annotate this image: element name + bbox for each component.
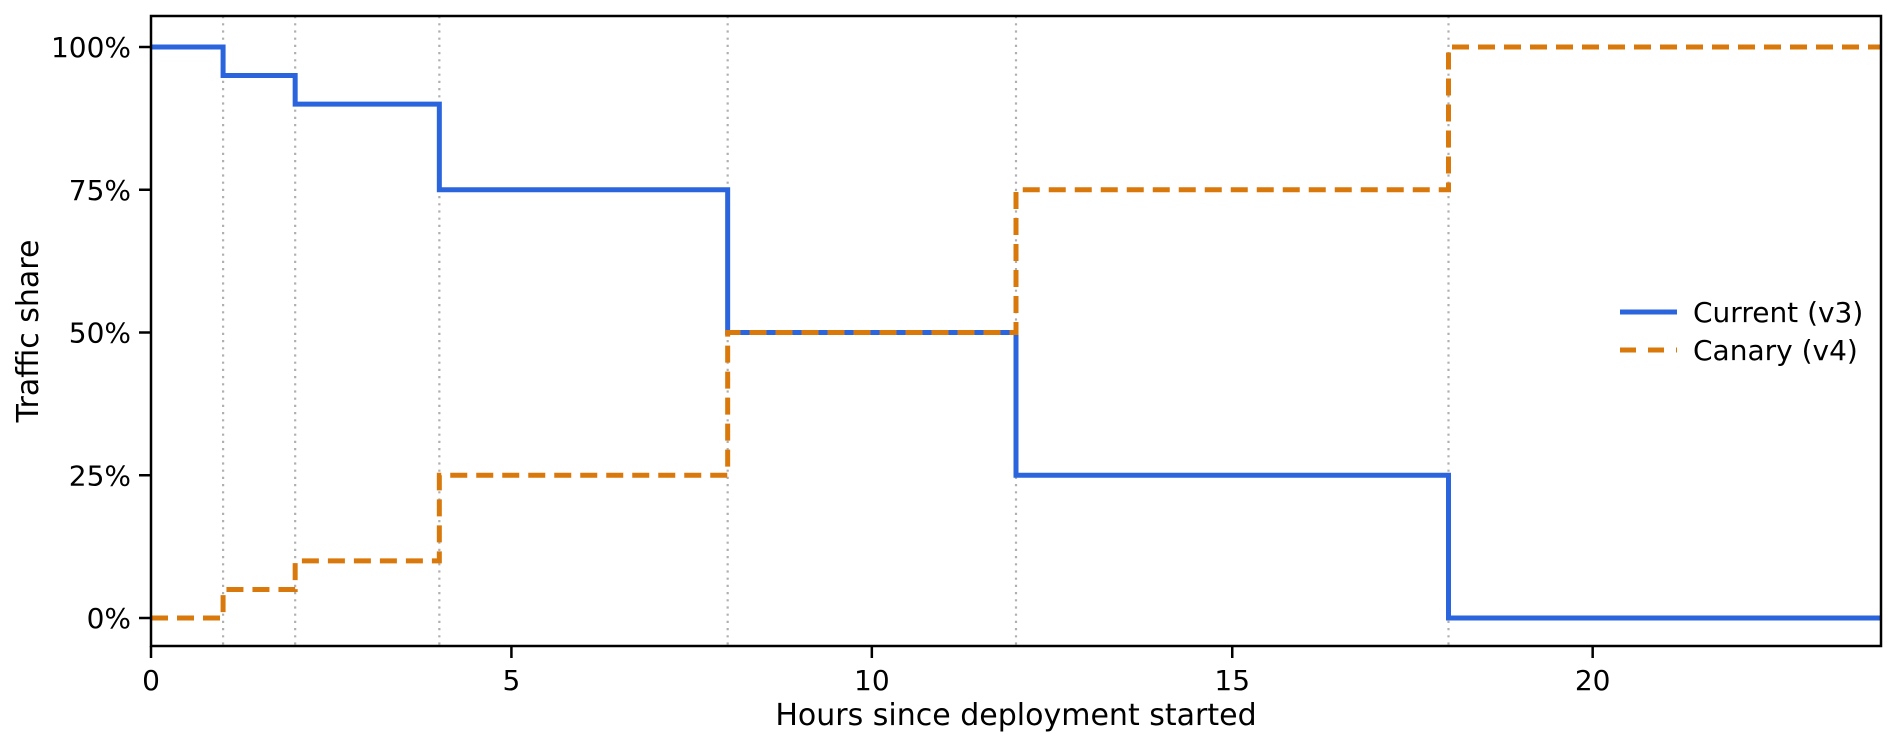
y-tick-label-75: 75%: [69, 174, 131, 207]
series-line-current-v3: [151, 44, 1881, 621]
x-tick-label-15: 15: [1214, 664, 1250, 697]
legend: Current (v3) Canary (v4): [1620, 296, 1863, 367]
legend-label-current-v3: Current (v3): [1693, 296, 1863, 329]
y-axis-ticks-group: 0% 25% 50% 75% 100%: [51, 31, 151, 635]
y-tick-label-0: 0%: [87, 602, 131, 635]
series-line-canary-v4: [151, 44, 1881, 621]
x-axis-ticks-group: 0 5 10 15 20: [142, 646, 1610, 697]
plot-frame: [149, 14, 1883, 648]
legend-label-canary-v4: Canary (v4): [1693, 334, 1858, 367]
x-tick-label-20: 20: [1575, 664, 1611, 697]
x-tick-label-0: 0: [142, 664, 160, 697]
y-tick-label-100: 100%: [51, 31, 131, 64]
x-axis-label: Hours since deployment started: [775, 698, 1256, 733]
x-tick-label-5: 5: [503, 664, 521, 697]
y-tick-label-50: 50%: [69, 317, 131, 350]
series-group: [151, 44, 1881, 621]
y-tick-label-25: 25%: [69, 459, 131, 492]
x-tick-label-10: 10: [854, 664, 890, 697]
y-axis-label: Traffic share: [11, 240, 46, 424]
